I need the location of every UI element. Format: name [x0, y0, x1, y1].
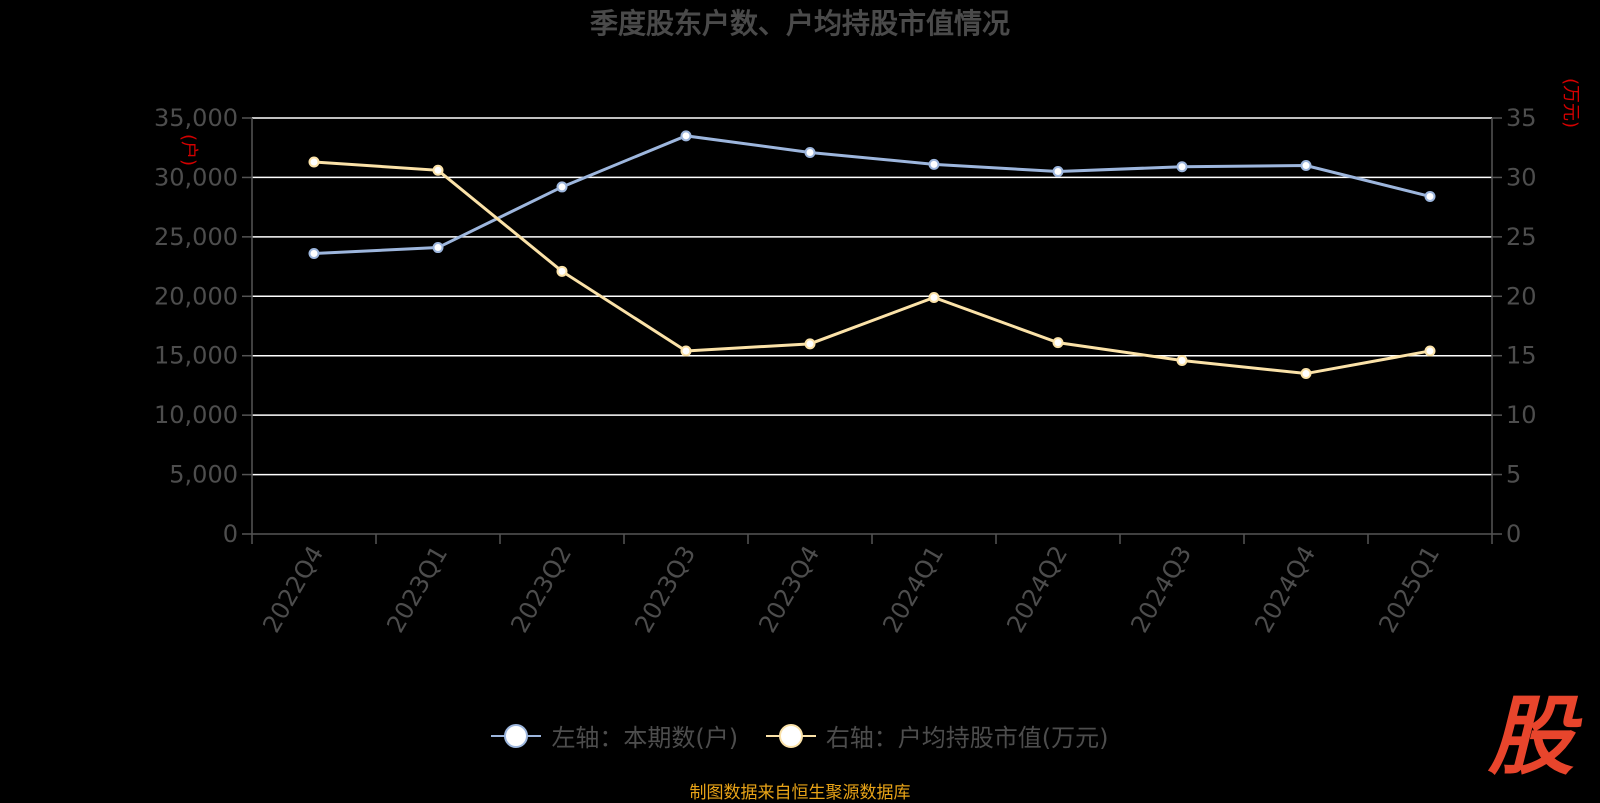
right-tick-label: 30	[1506, 163, 1537, 191]
left-axis-unit: (户)	[178, 134, 199, 166]
legend-item-holders[interactable]: 左轴：本期数(户)	[491, 718, 738, 753]
series-1-point	[680, 345, 692, 357]
left-tick-label: 5,000	[169, 461, 238, 489]
series-0-point	[1424, 190, 1436, 202]
data-source-note: 制图数据来自恒生聚源数据库	[689, 783, 911, 803]
series-1-point	[1300, 368, 1312, 380]
x-tick-label: 2024Q4	[1249, 541, 1321, 637]
series-1-point	[1176, 354, 1188, 366]
right-tick-label: 15	[1506, 342, 1537, 370]
left-tick-label: 30,000	[154, 163, 238, 191]
left-tick-label: 20,000	[154, 282, 238, 310]
right-tick-label: 0	[1506, 520, 1521, 548]
series-0-point	[804, 146, 816, 158]
series-0-point	[680, 130, 692, 142]
series-1-point	[928, 291, 940, 303]
series-1-point	[308, 156, 320, 168]
right-tick-label: 10	[1506, 401, 1537, 429]
left-tick-label: 0	[223, 520, 238, 548]
legend-marker-value	[765, 723, 816, 748]
series-1-point	[1424, 345, 1436, 357]
series-0-point	[432, 242, 444, 254]
chart-title: 季度股东户数、户均持股市值情况	[589, 7, 1010, 40]
left-tick-label: 15,000	[154, 342, 238, 370]
legend-item-value[interactable]: 右轴：户均持股市值(万元)	[765, 718, 1109, 753]
series-1-point	[1052, 337, 1064, 349]
right-tick-label: 25	[1506, 223, 1537, 251]
legend-label-value: 右轴：户均持股市值(万元)	[825, 724, 1109, 752]
x-tick-label: 2025Q1	[1373, 541, 1445, 637]
right-axis-unit: (万元)	[1560, 78, 1581, 128]
left-tick-label: 10,000	[154, 401, 238, 429]
x-tick-label: 2024Q2	[1001, 541, 1073, 637]
left-tick-label: 25,000	[154, 223, 238, 251]
x-tick-label: 2023Q2	[505, 541, 577, 637]
brand-logo: 股	[1488, 687, 1574, 787]
series-0-point	[1300, 160, 1312, 172]
x-tick-label: 2024Q3	[1125, 541, 1197, 637]
series-1-point	[556, 265, 568, 277]
right-tick-label: 5	[1506, 461, 1521, 489]
series-0-point	[556, 181, 568, 193]
series-0-point	[308, 247, 320, 259]
series-layer	[308, 130, 1436, 380]
legend-label-holders: 左轴：本期数(户)	[551, 724, 739, 752]
x-tick-label: 2023Q1	[381, 541, 453, 637]
series-0-point	[1052, 165, 1064, 177]
right-tick-label: 20	[1506, 282, 1537, 310]
series-line-1	[313, 160, 1431, 376]
right-tick-label: 35	[1506, 104, 1537, 132]
x-tick-label: 2024Q1	[877, 541, 949, 637]
left-tick-label: 35,000	[154, 104, 238, 132]
x-tick-label: 2022Q4	[257, 541, 329, 637]
grid-layer	[252, 117, 1492, 476]
legend-marker-holders	[491, 723, 542, 748]
legend: 左轴：本期数(户) 右轴：户均持股市值(万元)	[0, 718, 1600, 754]
series-line-0	[313, 134, 1431, 255]
x-tick-label: 2023Q4	[753, 541, 825, 637]
series-0-point	[928, 158, 940, 170]
series-0-point	[1176, 161, 1188, 173]
series-1-point	[432, 164, 444, 176]
x-tick-label: 2023Q3	[629, 541, 701, 637]
series-1-point	[804, 338, 816, 350]
